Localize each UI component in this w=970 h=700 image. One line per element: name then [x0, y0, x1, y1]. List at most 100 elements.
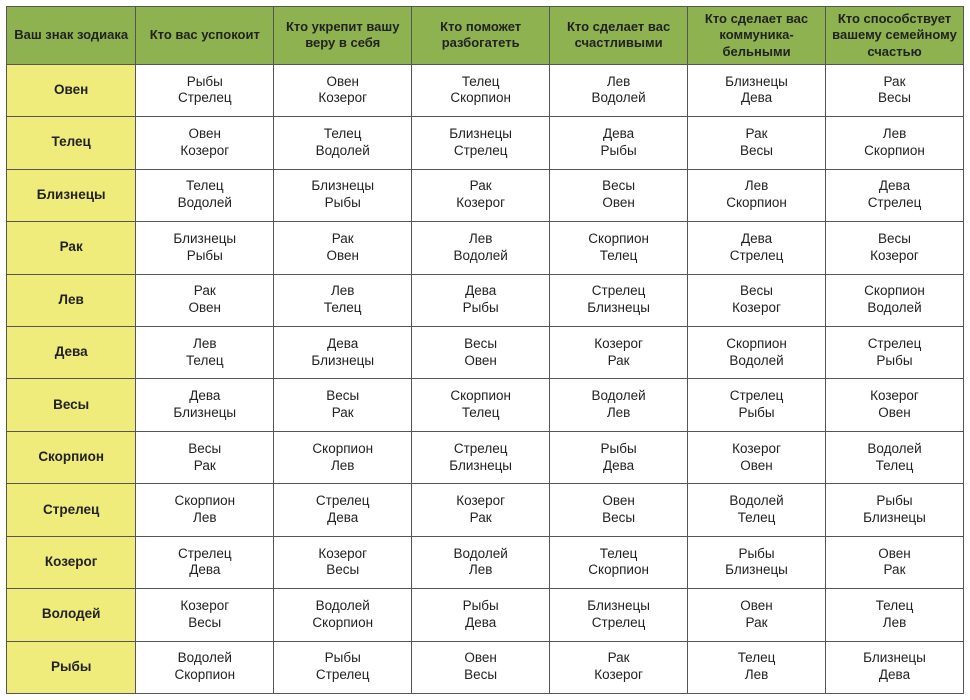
cell-value: Лев	[552, 405, 685, 422]
cell-value: Козерог	[276, 90, 409, 107]
compatibility-cell: РыбыБлизнецы	[688, 536, 826, 588]
cell-value: Рыбы	[276, 650, 409, 667]
cell-value: Скорпион	[276, 441, 409, 458]
cell-value: Рыбы	[552, 441, 685, 458]
cell-value: Весы	[552, 510, 685, 527]
cell-value: Стрелец	[828, 195, 961, 212]
cell-value: Козерог	[690, 441, 823, 458]
cell-value: Близнецы	[276, 178, 409, 195]
cell-value: Рыбы	[414, 300, 547, 317]
compatibility-cell: ДеваРыбы	[550, 117, 688, 169]
cell-value: Весы	[690, 283, 823, 300]
cell-value: Скорпион	[552, 562, 685, 579]
compatibility-cell: РакКозерог	[412, 169, 550, 221]
cell-value: Стрелец	[828, 336, 961, 353]
compatibility-cell: ВесыКозерог	[826, 222, 964, 274]
cell-value: Дева	[414, 283, 547, 300]
cell-value: Весы	[138, 441, 271, 458]
cell-value: Дева	[414, 615, 547, 632]
cell-value: Рак	[828, 74, 961, 91]
compatibility-cell: БлизнецыРыбы	[274, 169, 412, 221]
table-row: ВесыДеваБлизнецыВесыРакСкорпионТелецВодо…	[7, 379, 964, 431]
cell-value: Рак	[276, 231, 409, 248]
compatibility-cell: СтрелецДева	[136, 536, 274, 588]
compatibility-cell: РыбыДева	[412, 589, 550, 641]
cell-value: Стрелец	[414, 143, 547, 160]
cell-value: Лев	[276, 458, 409, 475]
column-header-3: Кто поможет разбогатеть	[412, 7, 550, 65]
cell-value: Рыбы	[690, 546, 823, 563]
cell-value: Козерог	[690, 300, 823, 317]
zodiac-sign-cell: Козерог	[7, 536, 136, 588]
compatibility-cell: СтрелецБлизнецы	[412, 431, 550, 483]
compatibility-cell: РыбыСтрелец	[136, 64, 274, 116]
cell-value: Козерог	[552, 336, 685, 353]
compatibility-cell: БлизнецыРыбы	[136, 222, 274, 274]
cell-value: Овен	[552, 195, 685, 212]
cell-value: Дева	[690, 231, 823, 248]
cell-value: Дева	[138, 388, 271, 405]
compatibility-cell: ДеваБлизнецы	[274, 326, 412, 378]
cell-value: Стрелец	[552, 283, 685, 300]
cell-value: Лев	[138, 336, 271, 353]
cell-value: Близнецы	[552, 598, 685, 615]
cell-value: Лев	[690, 667, 823, 684]
compatibility-cell: ВесыРак	[136, 431, 274, 483]
table-row: БлизнецыТелецВодолейБлизнецыРыбыРакКозер…	[7, 169, 964, 221]
cell-value: Скорпион	[690, 336, 823, 353]
compatibility-cell: ТелецСкорпион	[550, 536, 688, 588]
compatibility-cell: КозерогОвен	[826, 379, 964, 431]
cell-value: Дева	[552, 126, 685, 143]
compatibility-cell: ОвенВесы	[412, 641, 550, 693]
cell-value: Водолей	[552, 90, 685, 107]
zodiac-sign-cell: Володей	[7, 589, 136, 641]
cell-value: Телец	[414, 74, 547, 91]
compatibility-cell: ВодолейЛев	[550, 379, 688, 431]
cell-value: Скорпион	[690, 195, 823, 212]
cell-value: Овен	[414, 650, 547, 667]
compatibility-cell: ЛевСкорпион	[688, 169, 826, 221]
cell-value: Скорпион	[552, 231, 685, 248]
cell-value: Водолей	[414, 546, 547, 563]
table-header: Ваш знак зодиакаКто вас успокоитКто укре…	[7, 7, 964, 65]
compatibility-cell: ДеваБлизнецы	[136, 379, 274, 431]
cell-value: Водолей	[276, 598, 409, 615]
cell-value: Близнецы	[690, 74, 823, 91]
compatibility-cell: ЛевТелец	[136, 326, 274, 378]
compatibility-cell: ОвенКозерог	[136, 117, 274, 169]
cell-value: Водолей	[414, 248, 547, 265]
cell-value: Близнецы	[552, 300, 685, 317]
cell-value: Рак	[276, 405, 409, 422]
cell-value: Рак	[414, 510, 547, 527]
cell-value: Стрелец	[690, 388, 823, 405]
cell-value: Стрелец	[552, 615, 685, 632]
cell-value: Рыбы	[138, 248, 271, 265]
compatibility-cell: ТелецЛев	[826, 589, 964, 641]
compatibility-cell: ОвенРак	[688, 589, 826, 641]
column-header-0: Ваш знак зодиака	[7, 7, 136, 65]
cell-value: Телец	[138, 353, 271, 370]
cell-value: Водолей	[690, 493, 823, 510]
table-row: СкорпионВесыРакСкорпионЛевСтрелецБлизнец…	[7, 431, 964, 483]
table-row: РыбыВодолейСкорпионРыбыСтрелецОвенВесыРа…	[7, 641, 964, 693]
cell-value: Скорпион	[414, 90, 547, 107]
cell-value: Водолей	[690, 353, 823, 370]
compatibility-cell: СкорпионТелец	[550, 222, 688, 274]
cell-value: Телец	[690, 650, 823, 667]
compatibility-cell: РакВесы	[826, 64, 964, 116]
cell-value: Овен	[828, 405, 961, 422]
table-body: ОвенРыбыСтрелецОвенКозерогТелецСкорпионЛ…	[7, 64, 964, 693]
zodiac-sign-cell: Телец	[7, 117, 136, 169]
table-row: ЛевРакОвенЛевТелецДеваРыбыСтрелецБлизнец…	[7, 274, 964, 326]
cell-value: Близнецы	[690, 562, 823, 579]
cell-value: Лев	[276, 283, 409, 300]
compatibility-cell: ВесыОвен	[412, 326, 550, 378]
compatibility-cell: СтрелецРыбы	[688, 379, 826, 431]
cell-value: Рак	[552, 353, 685, 370]
cell-value: Стрелец	[138, 90, 271, 107]
cell-value: Рак	[690, 615, 823, 632]
cell-value: Лев	[414, 231, 547, 248]
compatibility-cell: СкорпионВодолей	[688, 326, 826, 378]
cell-value: Близнецы	[276, 353, 409, 370]
cell-value: Рыбы	[690, 405, 823, 422]
